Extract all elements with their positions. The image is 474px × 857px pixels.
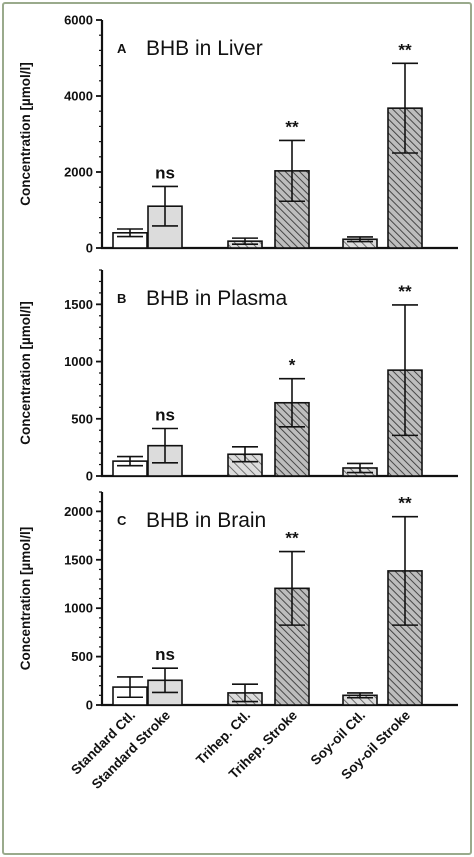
y-tick-label: 500 xyxy=(71,411,93,426)
y-tick-label: 1500 xyxy=(64,552,93,567)
y-tick-label: 2000 xyxy=(64,165,93,180)
significance-label: ns xyxy=(155,163,175,182)
significance-label: ns xyxy=(155,645,175,664)
y-tick-label: 500 xyxy=(71,649,93,664)
panel-b: 0 500 1000 1500 Concentration [µmol/l] B BHB i… xyxy=(18,269,458,484)
y-tick-label: 2000 xyxy=(64,504,93,519)
significance-label: ** xyxy=(285,117,299,136)
panel-letter: B xyxy=(117,291,126,306)
significance-label: ** xyxy=(285,529,299,548)
panel-letter: C xyxy=(117,513,127,528)
panel-letter: A xyxy=(117,41,127,56)
panel-title: BHB in Liver xyxy=(146,37,263,60)
y-tick-label: 1000 xyxy=(64,354,93,369)
significance-label: ns xyxy=(155,406,175,425)
y-tick-label: 6000 xyxy=(64,13,93,28)
panel-a: 0 2000 4000 6000 Concentration [µmol/l] A BHB … xyxy=(18,13,458,256)
y-tick-label: 1500 xyxy=(64,297,93,312)
y-tick-label: 0 xyxy=(86,469,93,484)
y-tick-label: 0 xyxy=(86,241,93,256)
y-tick-label: 4000 xyxy=(64,89,93,104)
y-tick-label: 0 xyxy=(86,698,93,713)
significance-label: ** xyxy=(398,494,412,513)
y-tick-label: 1000 xyxy=(64,601,93,616)
significance-label: ** xyxy=(398,282,412,301)
y-axis-label: Concentration [µmol/l] xyxy=(18,301,33,445)
panel-title: BHB in Plasma xyxy=(146,287,288,310)
significance-label: * xyxy=(289,356,296,375)
panel-c: 0 500 1000 1500 2000 Concentration [µmol/l] C B… xyxy=(18,491,458,713)
y-axis-label: Concentration [µmol/l] xyxy=(18,62,33,206)
panel-title: BHB in Brain xyxy=(146,509,266,532)
significance-label: ** xyxy=(398,40,412,59)
y-axis-label: Concentration [µmol/l] xyxy=(18,527,33,671)
